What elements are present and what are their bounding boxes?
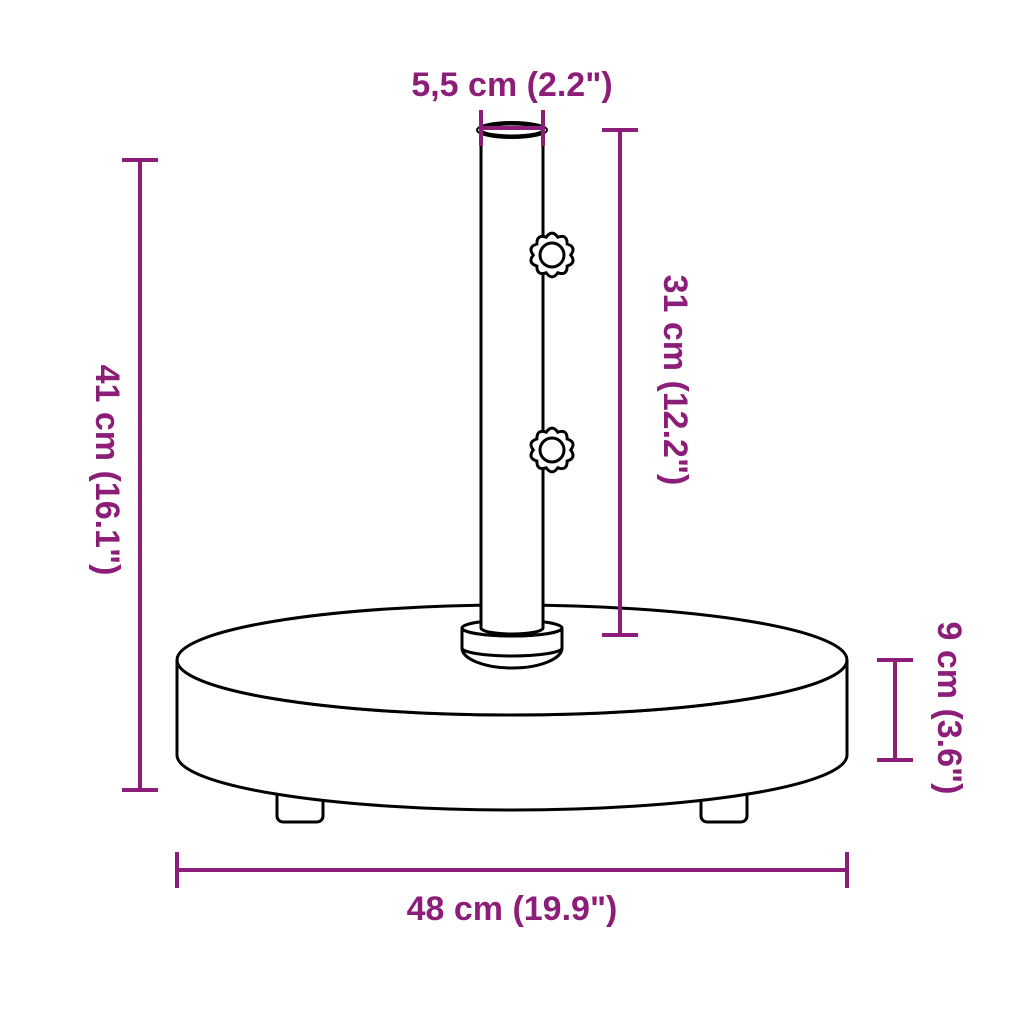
tube bbox=[481, 130, 543, 634]
dim-base-width: 48 cm (19.9") bbox=[177, 852, 847, 928]
tightening-knob bbox=[531, 428, 573, 472]
dim-total-height-label: 41 cm (16.1") bbox=[88, 365, 126, 576]
dim-base-height: 9 cm (3.6") bbox=[877, 622, 968, 795]
dim-tube-height: 31 cm (12.2") bbox=[602, 130, 694, 635]
dim-total-height: 41 cm (16.1") bbox=[88, 160, 158, 790]
dim-tube-diameter-label: 5,5 cm (2.2") bbox=[411, 66, 612, 104]
dim-tube-height-label: 31 cm (12.2") bbox=[656, 275, 694, 486]
dim-base-width-label: 48 cm (19.9") bbox=[407, 890, 618, 928]
product-drawing bbox=[177, 122, 847, 822]
dim-base-height-label: 9 cm (3.6") bbox=[930, 622, 968, 795]
tightening-knob bbox=[531, 233, 573, 277]
